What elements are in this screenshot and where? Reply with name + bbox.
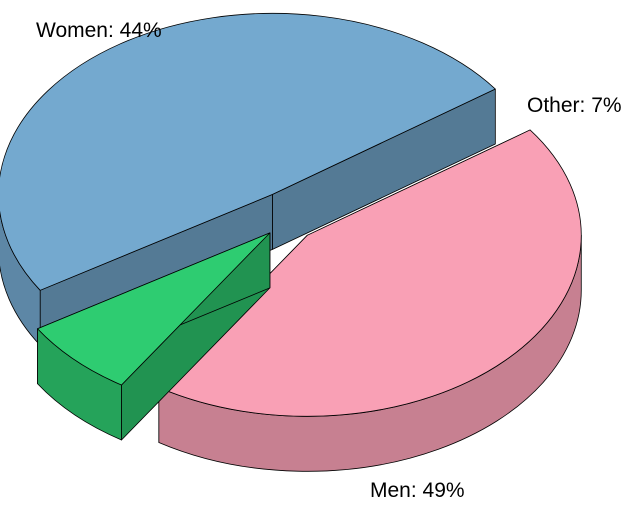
slice-other	[37, 232, 271, 441]
pie-labels: Women: 44% Other: 7% Men: 49%	[36, 19, 622, 502]
slice-women-top	[158, 129, 582, 417]
slice-label-women: Women: 44%	[36, 19, 162, 42]
slice-men-top	[0, 12, 496, 291]
pie-slices	[0, 12, 582, 472]
slice-other-top	[37, 232, 271, 386]
slice-label-other: Other: 7%	[527, 94, 622, 117]
slice-label-men: Men: 49%	[370, 479, 465, 502]
